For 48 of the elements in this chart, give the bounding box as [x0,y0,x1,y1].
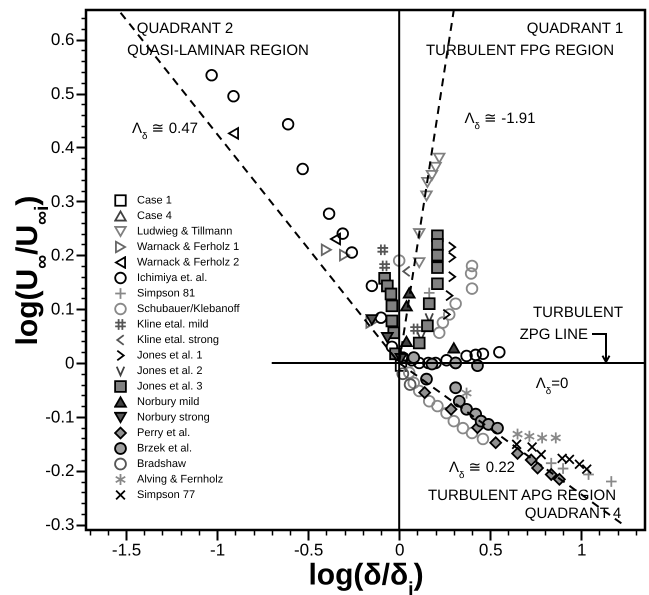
legend-label: Jones et al. 2 [137,365,202,377]
y-tick-label: 0.6 [50,30,74,50]
legend-label: Alving & Fernholz [137,474,224,486]
legend-label: Norbury strong [137,412,210,424]
legend-label: Perry et al. [137,427,190,439]
x-tick-label: 0 [394,540,404,560]
x-tick-label: -0.5 [294,540,324,560]
y-tick-label: 0.3 [50,192,74,211]
annotation: TURBULENT APG REGION [428,487,616,504]
annotation: QUADRANT 4 [524,505,622,522]
legend-label: Case 1 [137,194,172,206]
legend-label: Warnack & Ferholz 1 [137,241,240,253]
y-tick-label: -0.3 [45,515,74,534]
legend-label: Norbury mild [137,396,200,408]
legend-label: Case 4 [137,210,172,222]
y-tick-label: 0 [65,353,74,372]
annotation: ZPG LINE [520,326,588,343]
y-tick-label: 0.5 [50,84,74,104]
y-tick-label: 0.1 [50,300,74,319]
legend-label: Brzek et al. [137,442,192,454]
legend-label: Jones et al. 3 [137,380,202,392]
annotation: Λ$_{δ}$ ≅ 0.47 [132,120,198,142]
annotation: Λ$_{δ}$ ≅ -1.91 [464,110,536,132]
annotation: Λ$_{δ}$ ≅ 0.22 [449,459,515,480]
legend-label: Ichimiya et. al. [137,272,208,284]
legend-label: Ludwieg & Tillmann [137,226,232,238]
legend-label: Bradshaw [137,458,186,470]
legend-label: Jones et al. 1 [137,350,202,362]
y-tick-label: 0.4 [50,138,74,157]
x-tick-label: 1 [577,540,587,560]
y-tick-label: -0.2 [45,461,74,480]
y-tick-label: -0.1 [45,407,74,426]
annotation: QUASI-LAMINAR REGION [127,42,309,59]
legend-label: Warnack & Ferholz 2 [137,256,240,268]
x-tick-label: -1 [210,540,226,560]
annotation: QUADRANT 1 [526,20,624,37]
legend-label: Schubauer/Klebanoff [137,303,240,315]
annotation: Λ$_{δ}$=0 [536,375,568,396]
x-tick-label: 0.5 [478,540,503,560]
x-tick-label: -1.5 [112,540,142,560]
legend-label: Simpson 77 [137,489,196,501]
legend-label: Simpson 81 [137,288,196,300]
annotation: TURBULENT FPG REGION [426,42,614,59]
annotation: QUADRANT 2 [136,20,234,37]
y-tick-label: 0.2 [50,246,74,265]
annotation: TURBULENT [532,304,624,321]
legend-label: Kline etal. strong [137,334,219,346]
legend-label: Kline etal. mild [137,318,209,330]
